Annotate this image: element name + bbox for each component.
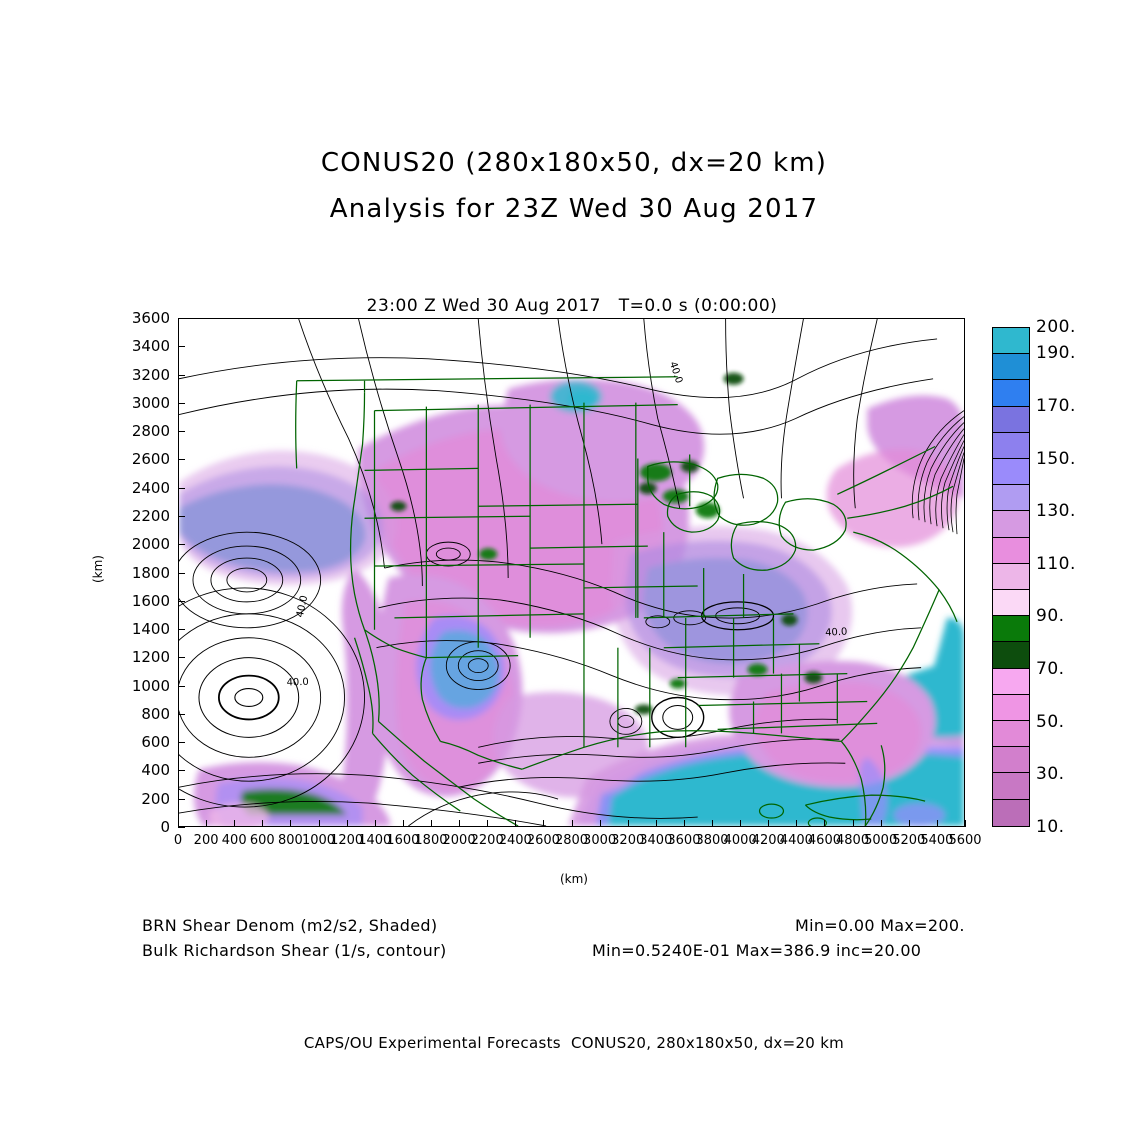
map-plot-area: 40.0 40.0 40.0 40.0 xyxy=(178,318,965,827)
colorbar-band xyxy=(993,563,1029,591)
colorbar-tick-label: 130. xyxy=(1036,501,1076,522)
x-tick-label: 3800 xyxy=(695,833,729,848)
x-tick-label: 2000 xyxy=(442,833,476,848)
colorbar-band xyxy=(993,747,1029,774)
colorbar-band xyxy=(993,694,1029,722)
y-tick-label: 1600 xyxy=(131,591,170,610)
x-tick-label: 2800 xyxy=(554,833,589,848)
colorbar-band xyxy=(993,799,1029,826)
title-line-2: Analysis for 23Z Wed 30 Aug 2017 xyxy=(329,194,819,224)
y-tick-label: 1000 xyxy=(131,676,170,695)
y-tick-label: 3400 xyxy=(131,337,170,356)
y-tick-label: 2000 xyxy=(131,535,170,554)
colorbar-band xyxy=(993,537,1029,564)
caption-contour-field: Bulk Richardson Shear (1/s, contour) xyxy=(142,941,447,960)
y-tick-label: 2200 xyxy=(131,506,170,525)
colorbar-tick-label: 110. xyxy=(1036,553,1076,574)
colorbar-band xyxy=(993,511,1029,538)
colorbar-tick-label: 200. xyxy=(1036,317,1076,337)
colorbar-tick-label: 170. xyxy=(1036,395,1076,416)
x-tick-label: 2600 xyxy=(526,833,560,848)
colorbar-band xyxy=(993,773,1029,800)
colorbar-tick-label: 70. xyxy=(1036,659,1065,680)
y-tick-label: 3600 xyxy=(131,309,170,327)
y-tick-label: 3200 xyxy=(131,365,170,384)
y-tick-label: 2600 xyxy=(131,450,170,469)
x-tick-label: 1400 xyxy=(358,833,392,848)
colorbar-band xyxy=(993,328,1029,355)
colorbar-band xyxy=(993,721,1029,748)
x-tick-label: 4800 xyxy=(836,833,870,848)
x-tick-label: 3200 xyxy=(611,833,645,848)
x-tick-label: 1200 xyxy=(330,833,364,848)
caption-shaded-range: Min=0.00 Max=200. xyxy=(795,916,965,935)
x-tick-label: 1000 xyxy=(301,833,336,848)
x-tick-label: 5600 xyxy=(948,833,982,848)
title-line-1: CONUS20 (280x180x50, dx=20 km) xyxy=(320,148,828,178)
y-tick-label: 2400 xyxy=(131,478,170,497)
colorbar-tick-label: 50. xyxy=(1036,711,1065,732)
colorbar-tick-label: 10. xyxy=(1036,817,1065,837)
colorbar-band xyxy=(993,380,1029,407)
x-tick-label: 1800 xyxy=(414,833,448,848)
x-tick-label: 5000 xyxy=(864,833,898,848)
x-tick-label: 3000 xyxy=(583,833,617,848)
x-tick-label: 4400 xyxy=(779,833,813,848)
y-tick-mark xyxy=(178,827,185,828)
y-tick-label: 1400 xyxy=(131,620,170,639)
x-tick-label: 800 xyxy=(278,833,303,848)
chart-title-block: CONUS20 (280x180x50, dx=20 km) Analysis … xyxy=(0,140,1148,232)
x-axis-unit-label: (km) xyxy=(559,872,588,886)
y-axis-unit-label: (km) xyxy=(91,554,106,584)
caption-shaded-field: BRN Shear Denom (m2/s2, Shaded) xyxy=(142,916,438,935)
footer-credit: CAPS/OU Experimental Forecasts CONUS20, … xyxy=(303,1034,845,1052)
x-tick-label: 5200 xyxy=(892,833,926,848)
x-tick-mark xyxy=(965,820,966,827)
weather-map-canvas: 40.0 40.0 40.0 40.0 xyxy=(179,319,964,826)
colorbar-band xyxy=(993,485,1029,512)
x-tick-label: 3400 xyxy=(639,833,673,848)
colorbar-tick-label: 190. xyxy=(1036,343,1076,364)
colorbar-band xyxy=(993,432,1029,460)
colorbar-band xyxy=(993,459,1029,486)
x-tick-label: 600 xyxy=(249,833,275,848)
x-tick-label: 200 xyxy=(193,833,219,848)
x-tick-label: 400 xyxy=(221,833,247,848)
colorbar-tick-label: 90. xyxy=(1036,606,1065,627)
x-tick-label: 4000 xyxy=(723,833,757,848)
x-tick-label: 4200 xyxy=(751,833,785,848)
y-tick-label: 1800 xyxy=(131,563,170,582)
x-tick-label: 2400 xyxy=(498,833,532,848)
contour-label: 40.0 xyxy=(286,677,309,689)
colorbar-band xyxy=(993,406,1029,433)
y-tick-label: 600 xyxy=(141,733,170,752)
contour-label: 40.0 xyxy=(295,594,310,618)
colorbar-band xyxy=(993,590,1029,617)
colorbar-band xyxy=(993,668,1029,695)
y-tick-label: 2800 xyxy=(131,422,170,441)
y-tick-label: 3000 xyxy=(131,393,170,412)
y-tick-label: 1200 xyxy=(131,648,170,667)
colorbar-tick-label: 150. xyxy=(1036,448,1076,469)
contour-label: 40.0 xyxy=(825,627,848,639)
plot-timestamp-header: 23:00 Z Wed 30 Aug 2017 T=0.0 s (0:00:00… xyxy=(366,296,778,316)
y-tick-label: 800 xyxy=(141,704,170,723)
colorbar-tick-label: 30. xyxy=(1036,764,1065,785)
x-tick-label: 1600 xyxy=(386,833,420,848)
y-tick-label: 400 xyxy=(141,761,170,780)
colorbar-band xyxy=(993,354,1029,381)
x-tick-label: 2200 xyxy=(470,833,504,848)
colorbar-band xyxy=(993,616,1029,643)
x-tick-label: 0 xyxy=(173,833,183,848)
colorbar-band xyxy=(993,642,1029,669)
caption-contour-range: Min=0.5240E-01 Max=386.9 inc=20.00 xyxy=(592,941,922,960)
x-tick-label: 4600 xyxy=(807,833,841,848)
y-tick-label: 200 xyxy=(141,789,170,808)
y-tick-label: 0 xyxy=(160,818,170,836)
x-tick-label: 3600 xyxy=(667,833,701,848)
colorbar xyxy=(992,327,1030,827)
x-tick-label: 5400 xyxy=(920,833,954,848)
